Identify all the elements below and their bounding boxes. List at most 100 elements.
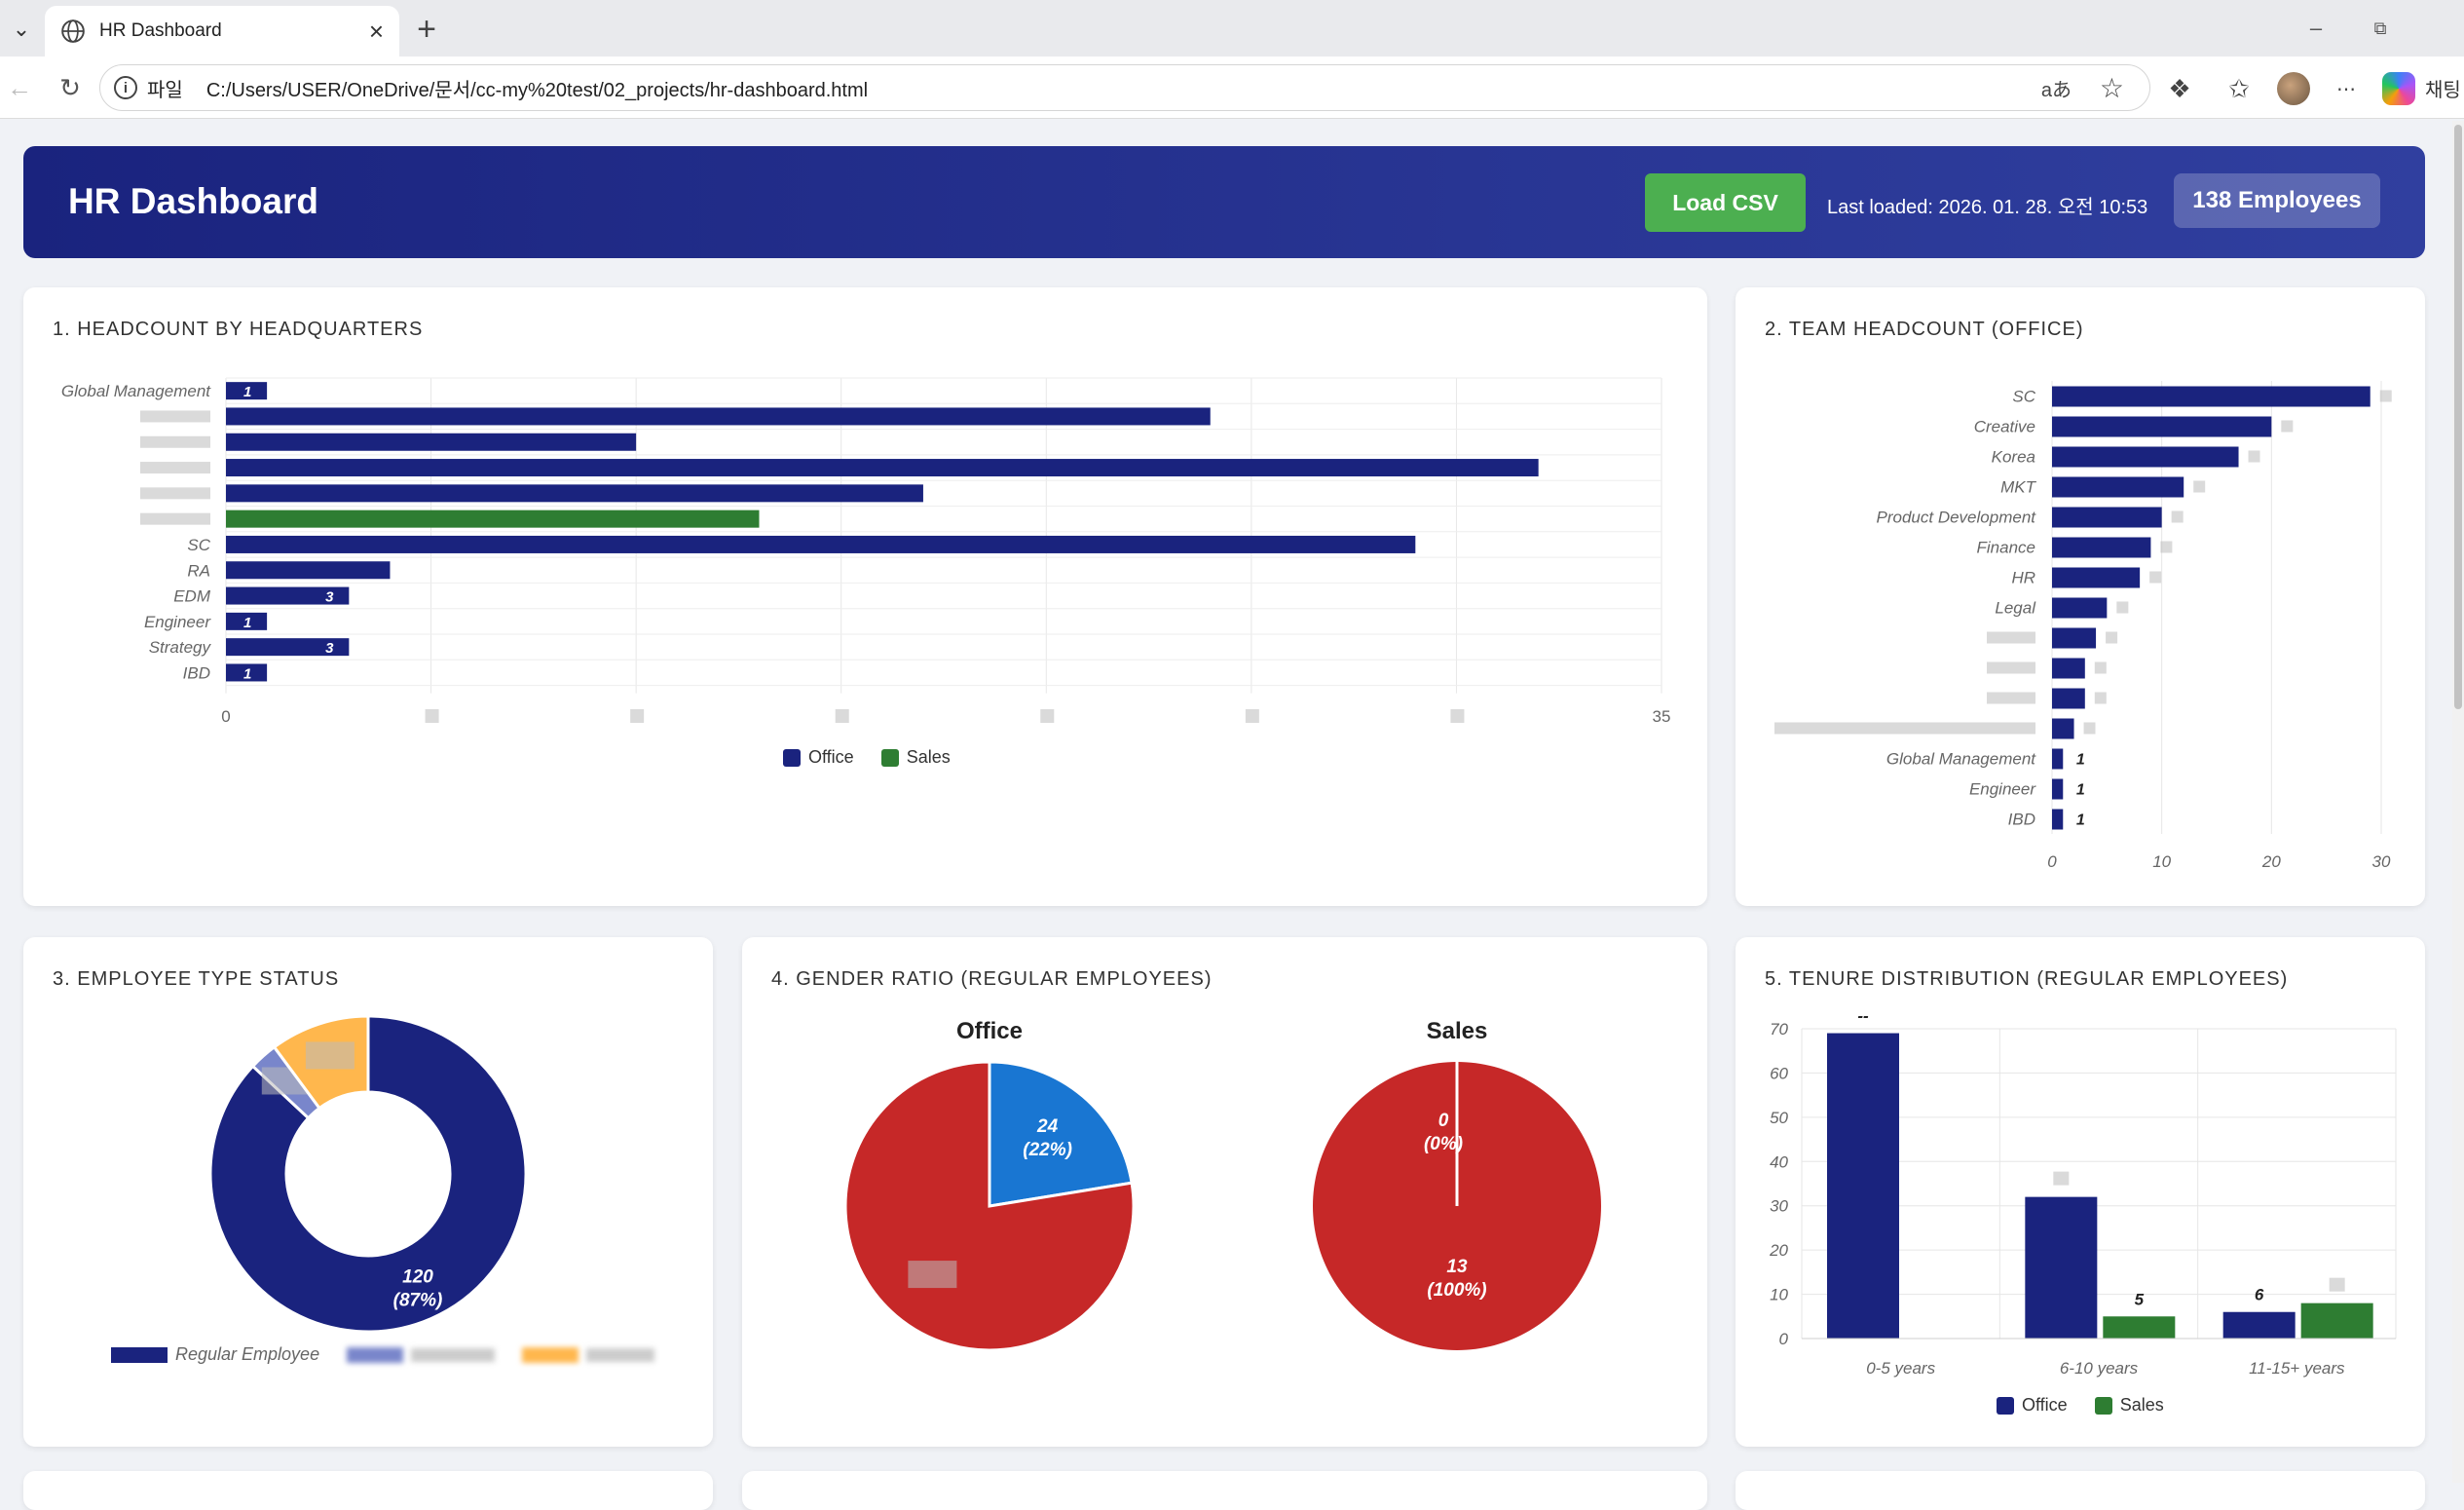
x-tick-redacted: [835, 709, 849, 723]
address-bar[interactable]: i 파일 C:/Users/USER/OneDrive/문서/cc-my%20t…: [99, 64, 2150, 111]
temp-swatch: [522, 1346, 579, 1363]
scrollbar-thumb[interactable]: [2454, 125, 2462, 709]
category-label: Engineer: [144, 613, 211, 631]
chat-label[interactable]: 채팅: [2425, 80, 2461, 101]
x-tick-label: 6-10 years: [2060, 1359, 2139, 1378]
x-tick-redacted: [1245, 709, 1259, 723]
bar-data-label: 1: [2076, 752, 2085, 769]
category-label: IBD: [183, 663, 210, 682]
bar-data-label: --: [1857, 1007, 1869, 1026]
y-tick-label: 70: [1770, 1020, 1788, 1038]
category-label: SC: [2012, 388, 2035, 406]
tab-list-chevron-icon[interactable]: ⌄: [12, 17, 31, 41]
restore-icon[interactable]: ⧉: [2373, 18, 2387, 38]
legend-item-temp[interactable]: [522, 1346, 655, 1363]
slice-data-label: 120: [402, 1266, 433, 1287]
reload-icon[interactable]: ↻: [59, 72, 81, 102]
y-tick-label: 0: [1779, 1330, 1789, 1348]
extensions-puzzle-icon[interactable]: ❖: [2168, 73, 2191, 103]
bar-data-label-redacted: [2083, 722, 2096, 735]
bar-data-label-redacted: [2193, 480, 2206, 493]
more-tools-icon[interactable]: ⋯: [2336, 78, 2356, 100]
browser-tab[interactable]: HR Dashboard ×: [45, 6, 399, 57]
x-tick-label: 0: [2047, 852, 2057, 871]
info-icon[interactable]: i: [114, 76, 137, 99]
legend-item-sales[interactable]: Sales: [880, 747, 951, 768]
x-tick-redacted: [1040, 709, 1055, 723]
tab-title: HR Dashboard: [99, 20, 222, 41]
page-scrollbar[interactable]: [2452, 121, 2464, 1483]
next-card-peek: [742, 1471, 1707, 1510]
bar-office: [2052, 416, 2272, 437]
category-label-redacted: [140, 512, 210, 525]
next-card-peek: [23, 1471, 713, 1510]
card-title: 5. TENURE DISTRIBUTION (REGULAR EMPLOYEE…: [1765, 968, 2289, 990]
legend-label-redacted: [586, 1347, 655, 1362]
bar-office: [2052, 748, 2064, 770]
favorites-list-icon[interactable]: ✩: [2228, 73, 2250, 103]
legend-item-office[interactable]: Office: [783, 747, 854, 768]
category-label: Global Management: [61, 382, 211, 400]
legend-item-sales[interactable]: Sales: [2094, 1395, 2164, 1416]
read-aloud-icon[interactable]: aあ: [2040, 79, 2072, 101]
bar-office: [1827, 1033, 1899, 1339]
category-label-redacted: [1774, 722, 2035, 735]
card-title: 3. EMPLOYEE TYPE STATUS: [53, 968, 340, 990]
bar-office: [226, 586, 350, 605]
bar-office: [226, 638, 350, 657]
x-tick-label: 30: [2372, 852, 2391, 871]
bar-office: [2052, 446, 2239, 468]
bar-data-label: 3: [325, 589, 334, 606]
tenure-distribution-chart: 0 10 20 30 40 50 60 70 0-5 years -- 6-10 years 5 11-…: [1769, 1007, 2397, 1378]
x-tick-label: 0-5 years: [1866, 1359, 1935, 1378]
bar-data-label-redacted: [2094, 692, 2107, 704]
bar-office: [226, 535, 1416, 553]
legend-item-office[interactable]: Office: [1997, 1395, 2068, 1416]
pie-slice: [208, 1014, 528, 1334]
back-arrow-icon[interactable]: ←: [7, 72, 32, 102]
category-label: Product Development: [1877, 509, 2037, 527]
bar-data-label: 1: [243, 384, 251, 400]
office-swatch: [1997, 1396, 2014, 1415]
bar-sales: [2300, 1302, 2373, 1339]
copilot-icon[interactable]: [2382, 72, 2415, 105]
legend-label: Office: [2022, 1395, 2068, 1415]
favorite-star-icon[interactable]: ☆: [2099, 72, 2124, 103]
bar-data-label: 3: [325, 640, 334, 657]
category-label-redacted: [140, 410, 210, 423]
slice-data-label-redacted: [908, 1261, 957, 1289]
bar-data-label: 1: [2076, 782, 2085, 799]
category-label: Global Management: [1886, 750, 2036, 769]
category-label: MKT: [2000, 478, 2037, 497]
bar-office: [2052, 809, 2064, 830]
card-title: 2. TEAM HEADCOUNT (OFFICE): [1765, 319, 2084, 340]
legend-label-redacted: [411, 1347, 496, 1362]
category-label: EDM: [173, 587, 211, 606]
y-tick-label: 10: [1770, 1286, 1788, 1304]
bar-data-label: 1: [2076, 812, 2085, 829]
slice-data-label: 13: [1446, 1257, 1468, 1277]
globe-icon: [61, 19, 85, 43]
sales-swatch: [2094, 1396, 2112, 1415]
bar-data-label-redacted: [2053, 1171, 2070, 1186]
employee-type-donut: 120 (87%): [208, 1014, 528, 1334]
legend-item-contract[interactable]: [347, 1346, 496, 1363]
x-tick-label: 10: [2152, 852, 2171, 871]
tab-close-icon[interactable]: ×: [368, 16, 384, 46]
category-label-redacted: [140, 462, 210, 474]
bar-data-label: 6: [2255, 1286, 2264, 1304]
slice-data-label: (0%): [1424, 1134, 1463, 1154]
slice-data-label: (100%): [1427, 1280, 1486, 1301]
minimize-icon[interactable]: –: [2309, 16, 2323, 40]
hq-headcount-chart: 0 35 Global Management 1 SC RA EDM 3 Engineer 1 St…: [61, 377, 1670, 726]
category-label: Engineer: [1969, 780, 2036, 799]
load-csv-button[interactable]: Load CSV: [1645, 173, 1806, 232]
new-tab-plus-icon[interactable]: +: [417, 10, 436, 48]
legend-item-regular[interactable]: Regular Employee: [111, 1344, 319, 1365]
bar-office: [226, 382, 268, 400]
y-tick-label: 40: [1770, 1152, 1788, 1171]
bar-sales: [2103, 1316, 2176, 1339]
category-label: Creative: [1974, 418, 2035, 436]
bar-office: [226, 561, 391, 580]
profile-avatar[interactable]: [2277, 72, 2310, 105]
